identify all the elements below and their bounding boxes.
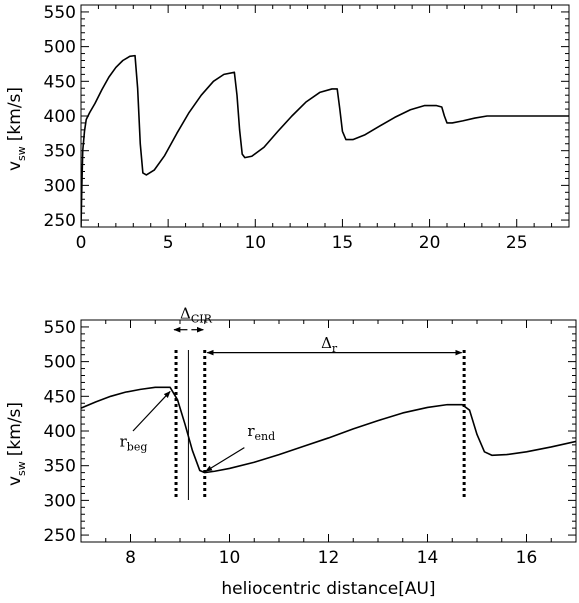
bottom-y-tick-label: 350 (44, 457, 76, 477)
top-y-tick-label: 450 (44, 72, 76, 92)
bottom-x-tick-label: 14 (417, 548, 439, 568)
bottom-x-tick-label: 12 (318, 548, 340, 568)
top-y-axis-label-sub: sw (15, 146, 28, 161)
top-x-tick-label: 0 (76, 233, 87, 253)
top-x-tick-label: 10 (244, 233, 266, 253)
bottom-plot-frame (80, 319, 577, 543)
bottom-x-tick-label: 16 (516, 548, 538, 568)
bottom-annotation-4: rend (247, 422, 275, 443)
top-y-tick-label: 300 (44, 176, 76, 196)
bottom-y-axis-label: vsw [km/s] (5, 402, 28, 486)
bottom-y-tick-label: 250 (44, 526, 76, 546)
top-series-line (81, 54, 569, 227)
bottom-y-axis-label-main: v (5, 476, 25, 486)
bottom-y-axis-label-unit: [km/s] (5, 402, 25, 456)
bottom-x-tick-label: 10 (219, 548, 241, 568)
bottom-annotation-sub: end (254, 430, 275, 443)
bottom-annotation-1: ΔCIR (180, 305, 213, 326)
bottom-annotation-main: Δ (180, 305, 191, 323)
bottom-annotation-3: rbeg (120, 432, 148, 453)
bottom-annotation-sub: beg (127, 440, 148, 453)
top-y-tick-label: 250 (44, 211, 76, 231)
bottom-chart: 8 10 12 14 16 250 300 350 400 450 500 550 vsw [km/s] h… (5, 305, 577, 599)
top-x-tick-label: 25 (506, 233, 528, 253)
bottom-annotation-sub: CIR (191, 313, 213, 326)
top-y-axis-label: vsw [km/s] (5, 87, 28, 171)
bottom-y-tick-label: 550 (44, 318, 76, 338)
bottom-arrow-5 (132, 390, 171, 432)
top-x-tick-label: 5 (163, 233, 174, 253)
bottom-annotation-sub: r (332, 342, 338, 355)
bottom-y-tick-label: 450 (44, 387, 76, 407)
bottom-y-tick-label: 400 (44, 422, 76, 442)
bottom-arrow-6 (205, 447, 245, 472)
bottom-y-tick-label: 500 (44, 353, 76, 373)
top-x-tick-label: 20 (419, 233, 441, 253)
bottom-annotation-main: r (247, 422, 255, 440)
bottom-y-tick-label: 300 (44, 491, 76, 511)
bottom-x-axis-label: heliocentric distance[AU] (221, 579, 435, 599)
top-y-axis-label-main: v (5, 161, 25, 171)
top-y-tick-label: 350 (44, 142, 76, 162)
bottom-annotation-main: Δ (321, 334, 332, 352)
top-y-axis-label-unit: [km/s] (5, 87, 25, 141)
top-y-tick-label: 550 (44, 3, 76, 23)
top-y-tick-label: 500 (44, 38, 76, 58)
bottom-series-line (81, 386, 576, 474)
bottom-y-axis-label-sub: sw (15, 461, 28, 476)
top-x-tick-label: 15 (332, 233, 354, 253)
bottom-annotation-2: Δr (321, 334, 338, 355)
bottom-annotation-main: r (120, 432, 128, 450)
bottom-x-tick-label: 8 (125, 548, 136, 568)
top-y-tick-label: 400 (44, 107, 76, 127)
top-chart: 0 5 10 15 20 25 250 300 350 400 450 500 550 vsw [km/s] (5, 3, 570, 253)
